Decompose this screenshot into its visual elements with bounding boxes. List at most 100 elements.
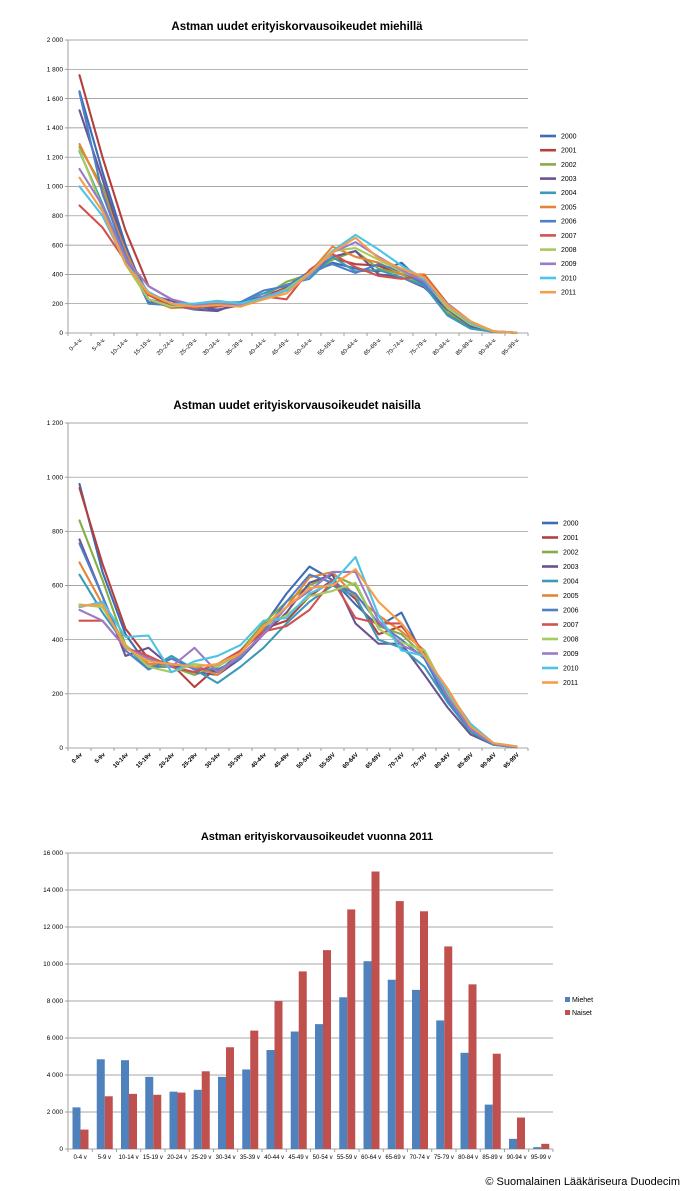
chart-title: Astman erityiskorvausoikeudet vuonna 201… xyxy=(201,831,433,843)
y-tick-label: 1 200 xyxy=(47,154,64,161)
legend-label-2009: 2009 xyxy=(561,261,577,268)
legend-label-naiset: Naiset xyxy=(572,1010,592,1017)
legend-label-2001: 2001 xyxy=(561,148,577,155)
x-tick-label: 75-79 v xyxy=(434,1155,454,1161)
y-tick-label: 4 000 xyxy=(47,1072,64,1079)
y-tick-label: 400 xyxy=(52,272,63,279)
y-tick-label: 600 xyxy=(52,583,63,590)
x-tick-label: 95–99-v. xyxy=(501,337,521,357)
bar-naiset-9 xyxy=(274,1001,283,1149)
x-tick-label: 0-4v xyxy=(71,752,84,765)
x-tick-label: 0-4 v xyxy=(73,1155,86,1161)
x-tick-label: 20–24-v. xyxy=(156,337,176,357)
legend-label-2002: 2002 xyxy=(561,162,577,169)
y-tick-label: 200 xyxy=(52,691,63,698)
y-tick-label: 1 600 xyxy=(47,96,64,103)
y-tick-label: 1 800 xyxy=(47,67,64,74)
bar-miehet-15 xyxy=(412,989,420,1149)
x-tick-label: 80-84 v xyxy=(458,1155,478,1161)
x-tick-label: 65–69-v. xyxy=(363,337,383,357)
y-tick-label: 10 000 xyxy=(43,961,63,968)
x-tick-label: 45-49 v xyxy=(288,1155,308,1161)
series-line-2011 xyxy=(78,568,518,748)
x-tick-label: 20-24 v xyxy=(167,1155,187,1161)
y-tick-label: 8 000 xyxy=(47,998,64,1005)
x-tick-label: 75–79-v. xyxy=(409,337,429,357)
legend-label-2007: 2007 xyxy=(563,622,579,629)
x-tick-label: 50–54-v. xyxy=(294,337,314,357)
y-tick-label: 6 000 xyxy=(47,1035,64,1042)
legend-label-2005: 2005 xyxy=(561,204,577,211)
bar-miehet-4 xyxy=(145,1076,154,1149)
x-tick-label: 40-44 v xyxy=(264,1155,284,1161)
series-line-2003 xyxy=(78,109,518,334)
bar-naiset-19 xyxy=(517,1117,525,1149)
bar-miehet-20 xyxy=(533,1147,542,1149)
bar-naiset-20 xyxy=(541,1143,550,1149)
y-tick-label: 200 xyxy=(52,301,63,308)
chart-title: Astman uudet erityiskorvausoikeudet mieh… xyxy=(171,21,423,33)
legend-label-2010: 2010 xyxy=(563,665,579,672)
legend-label-2006: 2006 xyxy=(561,219,577,226)
series-line-2002 xyxy=(78,145,518,334)
x-tick-label: 70-74 v xyxy=(410,1155,430,1161)
y-tick-label: 800 xyxy=(52,529,63,536)
x-tick-label: 75-79V xyxy=(411,752,429,770)
copyright-text: © Suomalainen Lääkäriseura Duodecim xyxy=(485,1176,680,1188)
legend-label-2004: 2004 xyxy=(563,578,579,585)
x-tick-label: 55-59 v xyxy=(337,1155,357,1161)
bar-miehet-5 xyxy=(169,1091,178,1149)
legend-label-2006: 2006 xyxy=(563,607,579,614)
x-tick-label: 40–44-v. xyxy=(248,337,268,357)
series-line-2005 xyxy=(78,142,518,334)
bar-naiset-12 xyxy=(347,909,356,1149)
x-tick-label: 70–74-v. xyxy=(386,337,406,357)
series-line-2010 xyxy=(78,556,518,748)
bar-naiset-2 xyxy=(104,1096,113,1149)
bar-miehet-8 xyxy=(242,1069,251,1149)
legend-label-2003: 2003 xyxy=(563,564,579,571)
bar-miehet-6 xyxy=(193,1089,202,1149)
legend-label-2010: 2010 xyxy=(561,275,577,282)
x-tick-label: 35–39-v. xyxy=(225,337,245,357)
bar-miehet-1 xyxy=(72,1107,81,1150)
y-tick-label: 800 xyxy=(52,213,63,220)
x-tick-label: 90–94-v. xyxy=(478,337,498,357)
bar-naiset-11 xyxy=(323,950,331,1150)
x-tick-label: 95-99 v xyxy=(531,1155,551,1161)
bar-naiset-18 xyxy=(492,1053,501,1149)
x-tick-label: 15–19-v. xyxy=(133,337,153,357)
x-tick-label: 15-19 v xyxy=(143,1155,163,1161)
x-tick-label: 65-69V xyxy=(365,752,383,770)
bar-naiset-8 xyxy=(250,1030,259,1149)
y-tick-label: 12 000 xyxy=(43,924,63,931)
x-tick-label: 15-19v xyxy=(135,752,153,770)
x-tick-label: 70-74V xyxy=(388,752,406,770)
x-tick-label: 35-39v xyxy=(227,752,245,770)
legend-swatch-naiset xyxy=(565,1010,570,1015)
bar-naiset-16 xyxy=(444,946,453,1149)
bar-naiset-3 xyxy=(129,1093,137,1149)
x-tick-label: 10-14v xyxy=(112,752,130,770)
legend-swatch-miehet xyxy=(565,997,570,1002)
bar-miehet-19 xyxy=(509,1138,517,1149)
x-tick-label: 40-44v xyxy=(250,752,268,770)
legend-label-2008: 2008 xyxy=(563,636,579,643)
y-tick-label: 1 000 xyxy=(47,184,64,191)
legend-label-2003: 2003 xyxy=(561,176,577,183)
x-tick-label: 45-49v xyxy=(273,752,291,770)
legend-label-2011: 2011 xyxy=(563,680,578,687)
x-tick-label: 50-54 v xyxy=(313,1155,333,1161)
x-tick-label: 85-89 v xyxy=(482,1155,502,1161)
series-line-2003 xyxy=(78,538,518,749)
y-tick-label: 0 xyxy=(59,745,63,752)
x-tick-label: 55-59V xyxy=(319,752,337,770)
bar-miehet-10 xyxy=(290,1031,299,1149)
x-tick-label: 80-84V xyxy=(434,752,452,770)
bar-miehet-14 xyxy=(387,979,396,1149)
bar-miehet-9 xyxy=(266,1050,275,1149)
y-tick-label: 2 000 xyxy=(47,37,64,44)
x-tick-label: 5-9 v xyxy=(98,1155,111,1161)
x-tick-label: 95-99V xyxy=(503,752,521,770)
